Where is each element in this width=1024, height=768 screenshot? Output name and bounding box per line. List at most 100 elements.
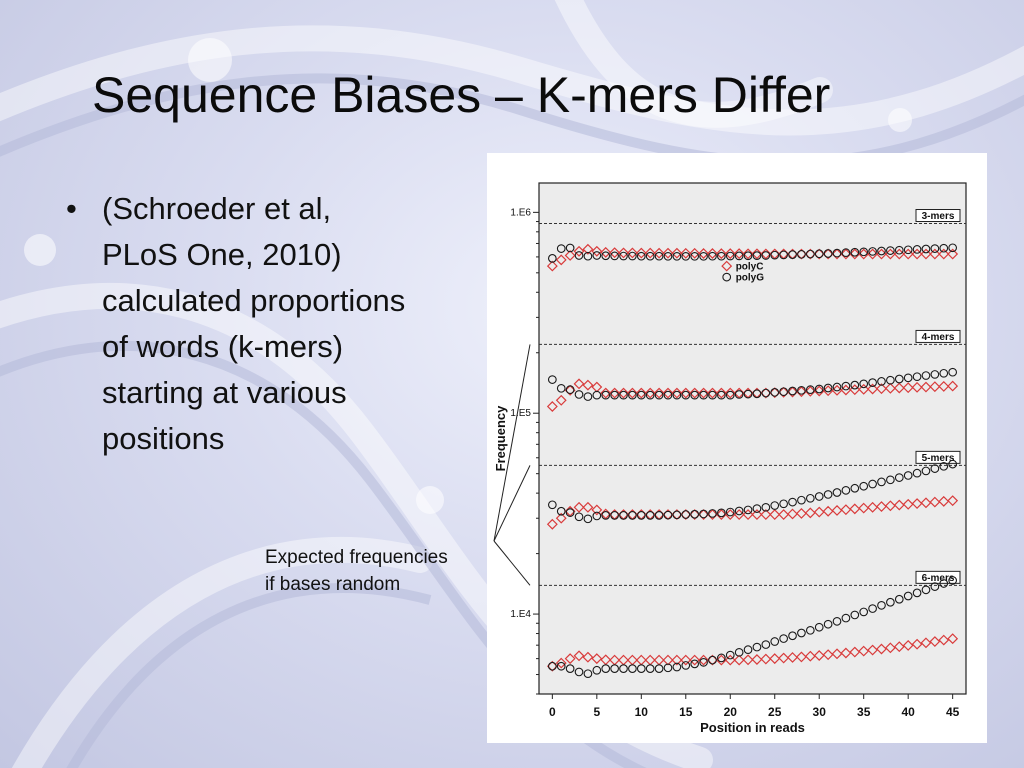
polyC-point bbox=[742, 248, 754, 260]
polyC-point bbox=[858, 383, 870, 395]
polyG-point bbox=[823, 490, 833, 499]
polyG-point bbox=[894, 374, 904, 384]
polyC-point bbox=[920, 381, 932, 393]
polyG-point bbox=[619, 390, 628, 400]
x-tick-label: 10 bbox=[635, 705, 649, 719]
polyC-point bbox=[635, 247, 647, 259]
polyG-point bbox=[717, 508, 726, 518]
polyG-point bbox=[583, 251, 593, 261]
polyC-point bbox=[938, 248, 950, 260]
polyG-point bbox=[610, 251, 619, 261]
polyC-point bbox=[698, 387, 710, 399]
polyG-point bbox=[841, 486, 851, 495]
polyG-point bbox=[877, 601, 886, 610]
polyG-point bbox=[725, 507, 735, 517]
polyG-point bbox=[939, 461, 949, 471]
polyC-point bbox=[573, 378, 585, 390]
polyC-point bbox=[671, 654, 683, 666]
polyC-point bbox=[546, 260, 558, 272]
x-tick-label: 20 bbox=[724, 705, 738, 719]
polyC-point bbox=[804, 385, 816, 397]
polyG-point bbox=[725, 390, 735, 400]
polyG-point bbox=[850, 247, 860, 257]
polyC-point bbox=[920, 637, 932, 649]
polyC-point bbox=[840, 504, 852, 516]
polyG-point bbox=[654, 251, 664, 261]
polyG-point bbox=[619, 664, 628, 673]
polyG-point bbox=[761, 388, 771, 398]
polyG-point bbox=[556, 506, 566, 516]
polyG-point bbox=[708, 655, 717, 665]
polyG-point bbox=[859, 481, 869, 491]
polyG-point bbox=[610, 664, 619, 673]
polyG-point bbox=[841, 248, 851, 258]
chart-panel: 1.E4 1.E5 1.E6 0 5 10 15 20 25 30 35 40 45 Position i… bbox=[487, 153, 987, 743]
bullet-line: (Schroeder et al, bbox=[102, 191, 332, 226]
polyG-point bbox=[921, 244, 931, 254]
polyG-point bbox=[939, 368, 949, 378]
polyG-point bbox=[805, 385, 815, 395]
polyG-point bbox=[788, 631, 797, 641]
polyC-point bbox=[813, 506, 825, 518]
polyG-point bbox=[930, 464, 940, 473]
polyG-point bbox=[752, 389, 762, 399]
polyC-point bbox=[911, 248, 923, 260]
polyG-point bbox=[583, 514, 593, 524]
polyG-point bbox=[921, 466, 931, 476]
polyC-point bbox=[618, 387, 629, 399]
polyC-point bbox=[884, 642, 896, 654]
polyG-point bbox=[912, 468, 922, 478]
polyC-point bbox=[662, 247, 674, 259]
polyG-point bbox=[699, 251, 708, 261]
legend-label: polyC bbox=[736, 262, 764, 273]
polyG-point bbox=[574, 251, 584, 260]
polyG-point bbox=[681, 661, 691, 670]
polyG-point bbox=[592, 390, 602, 400]
polyC-point bbox=[920, 248, 932, 260]
polyG-point bbox=[628, 511, 637, 520]
polyC-point bbox=[742, 654, 754, 666]
polyC-point bbox=[911, 381, 923, 393]
polyG-point bbox=[663, 510, 673, 520]
y-tick-label: 1.E6 bbox=[510, 207, 531, 218]
polyG-point bbox=[601, 251, 611, 261]
polyG-point bbox=[859, 247, 869, 257]
polyC-point bbox=[671, 247, 683, 259]
polyG-point bbox=[814, 384, 824, 394]
polyC-point bbox=[582, 243, 594, 255]
polyC-point bbox=[760, 509, 772, 520]
polyG-point bbox=[690, 659, 700, 669]
polyC-point bbox=[787, 386, 798, 398]
y-tick-label: 1.E5 bbox=[510, 408, 531, 419]
polyC-point bbox=[733, 654, 745, 666]
polyG-point bbox=[752, 504, 762, 513]
polyG-point bbox=[654, 664, 664, 673]
polyC-point bbox=[644, 387, 656, 399]
group-label-box bbox=[915, 209, 961, 223]
polyG-point bbox=[610, 511, 619, 520]
polyC-point bbox=[849, 646, 861, 658]
polyC-point bbox=[644, 247, 656, 259]
polyG-point bbox=[565, 664, 575, 673]
polyC-point bbox=[591, 245, 603, 257]
polyC-point bbox=[582, 501, 594, 513]
polyC-point bbox=[911, 638, 923, 650]
polyG-point bbox=[681, 390, 691, 400]
annotation-line: if bases random bbox=[265, 574, 401, 595]
polyG-point bbox=[592, 665, 602, 675]
polyG-point bbox=[636, 251, 646, 261]
polyG-point bbox=[823, 249, 833, 258]
polyC-point bbox=[751, 248, 763, 260]
polyG-point bbox=[645, 664, 655, 673]
polyC-point bbox=[867, 248, 879, 260]
polyC-point bbox=[929, 381, 941, 393]
polyC-point bbox=[707, 509, 718, 520]
polyC-point bbox=[635, 387, 647, 399]
polyC-point bbox=[698, 654, 710, 666]
polyG-point bbox=[868, 378, 877, 387]
polyG-point bbox=[681, 510, 691, 519]
polyC-point bbox=[804, 507, 816, 519]
polyC-point bbox=[778, 386, 790, 398]
polyG-point bbox=[725, 650, 735, 660]
polyG-point bbox=[868, 247, 877, 256]
